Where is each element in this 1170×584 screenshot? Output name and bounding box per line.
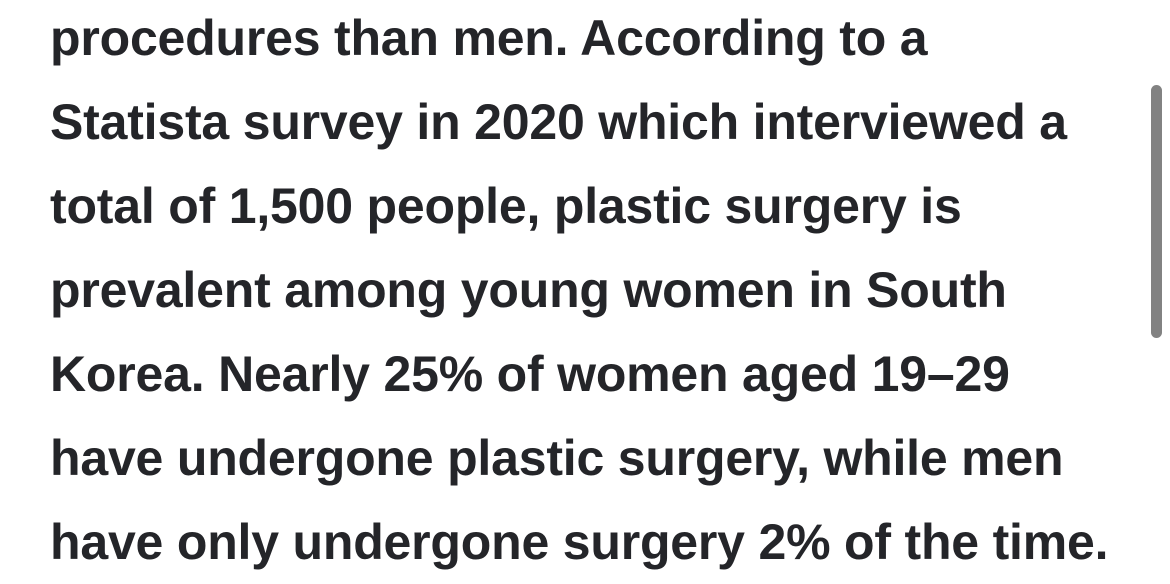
article-paragraph: procedures than men. According to a Stat… — [50, 0, 1140, 584]
text-line-5: Korea. Nearly 25% of women aged 19–29 — [50, 346, 1010, 402]
text-line-2: Statista survey in 2020 which interviewe… — [50, 94, 1067, 150]
text-line-1: procedures than men. According to a — [50, 10, 928, 66]
text-line-7: have only undergone surgery 2% of the ti… — [50, 514, 1109, 570]
scrollbar-track[interactable] — [1143, 0, 1170, 577]
text-line-3: total of 1,500 people, plastic surgery i… — [50, 178, 962, 234]
text-line-6: have undergone plastic surgery, while me… — [50, 430, 1064, 486]
text-line-4: prevalent among young women in South — [50, 262, 1007, 318]
scrollbar-thumb[interactable] — [1151, 85, 1162, 338]
